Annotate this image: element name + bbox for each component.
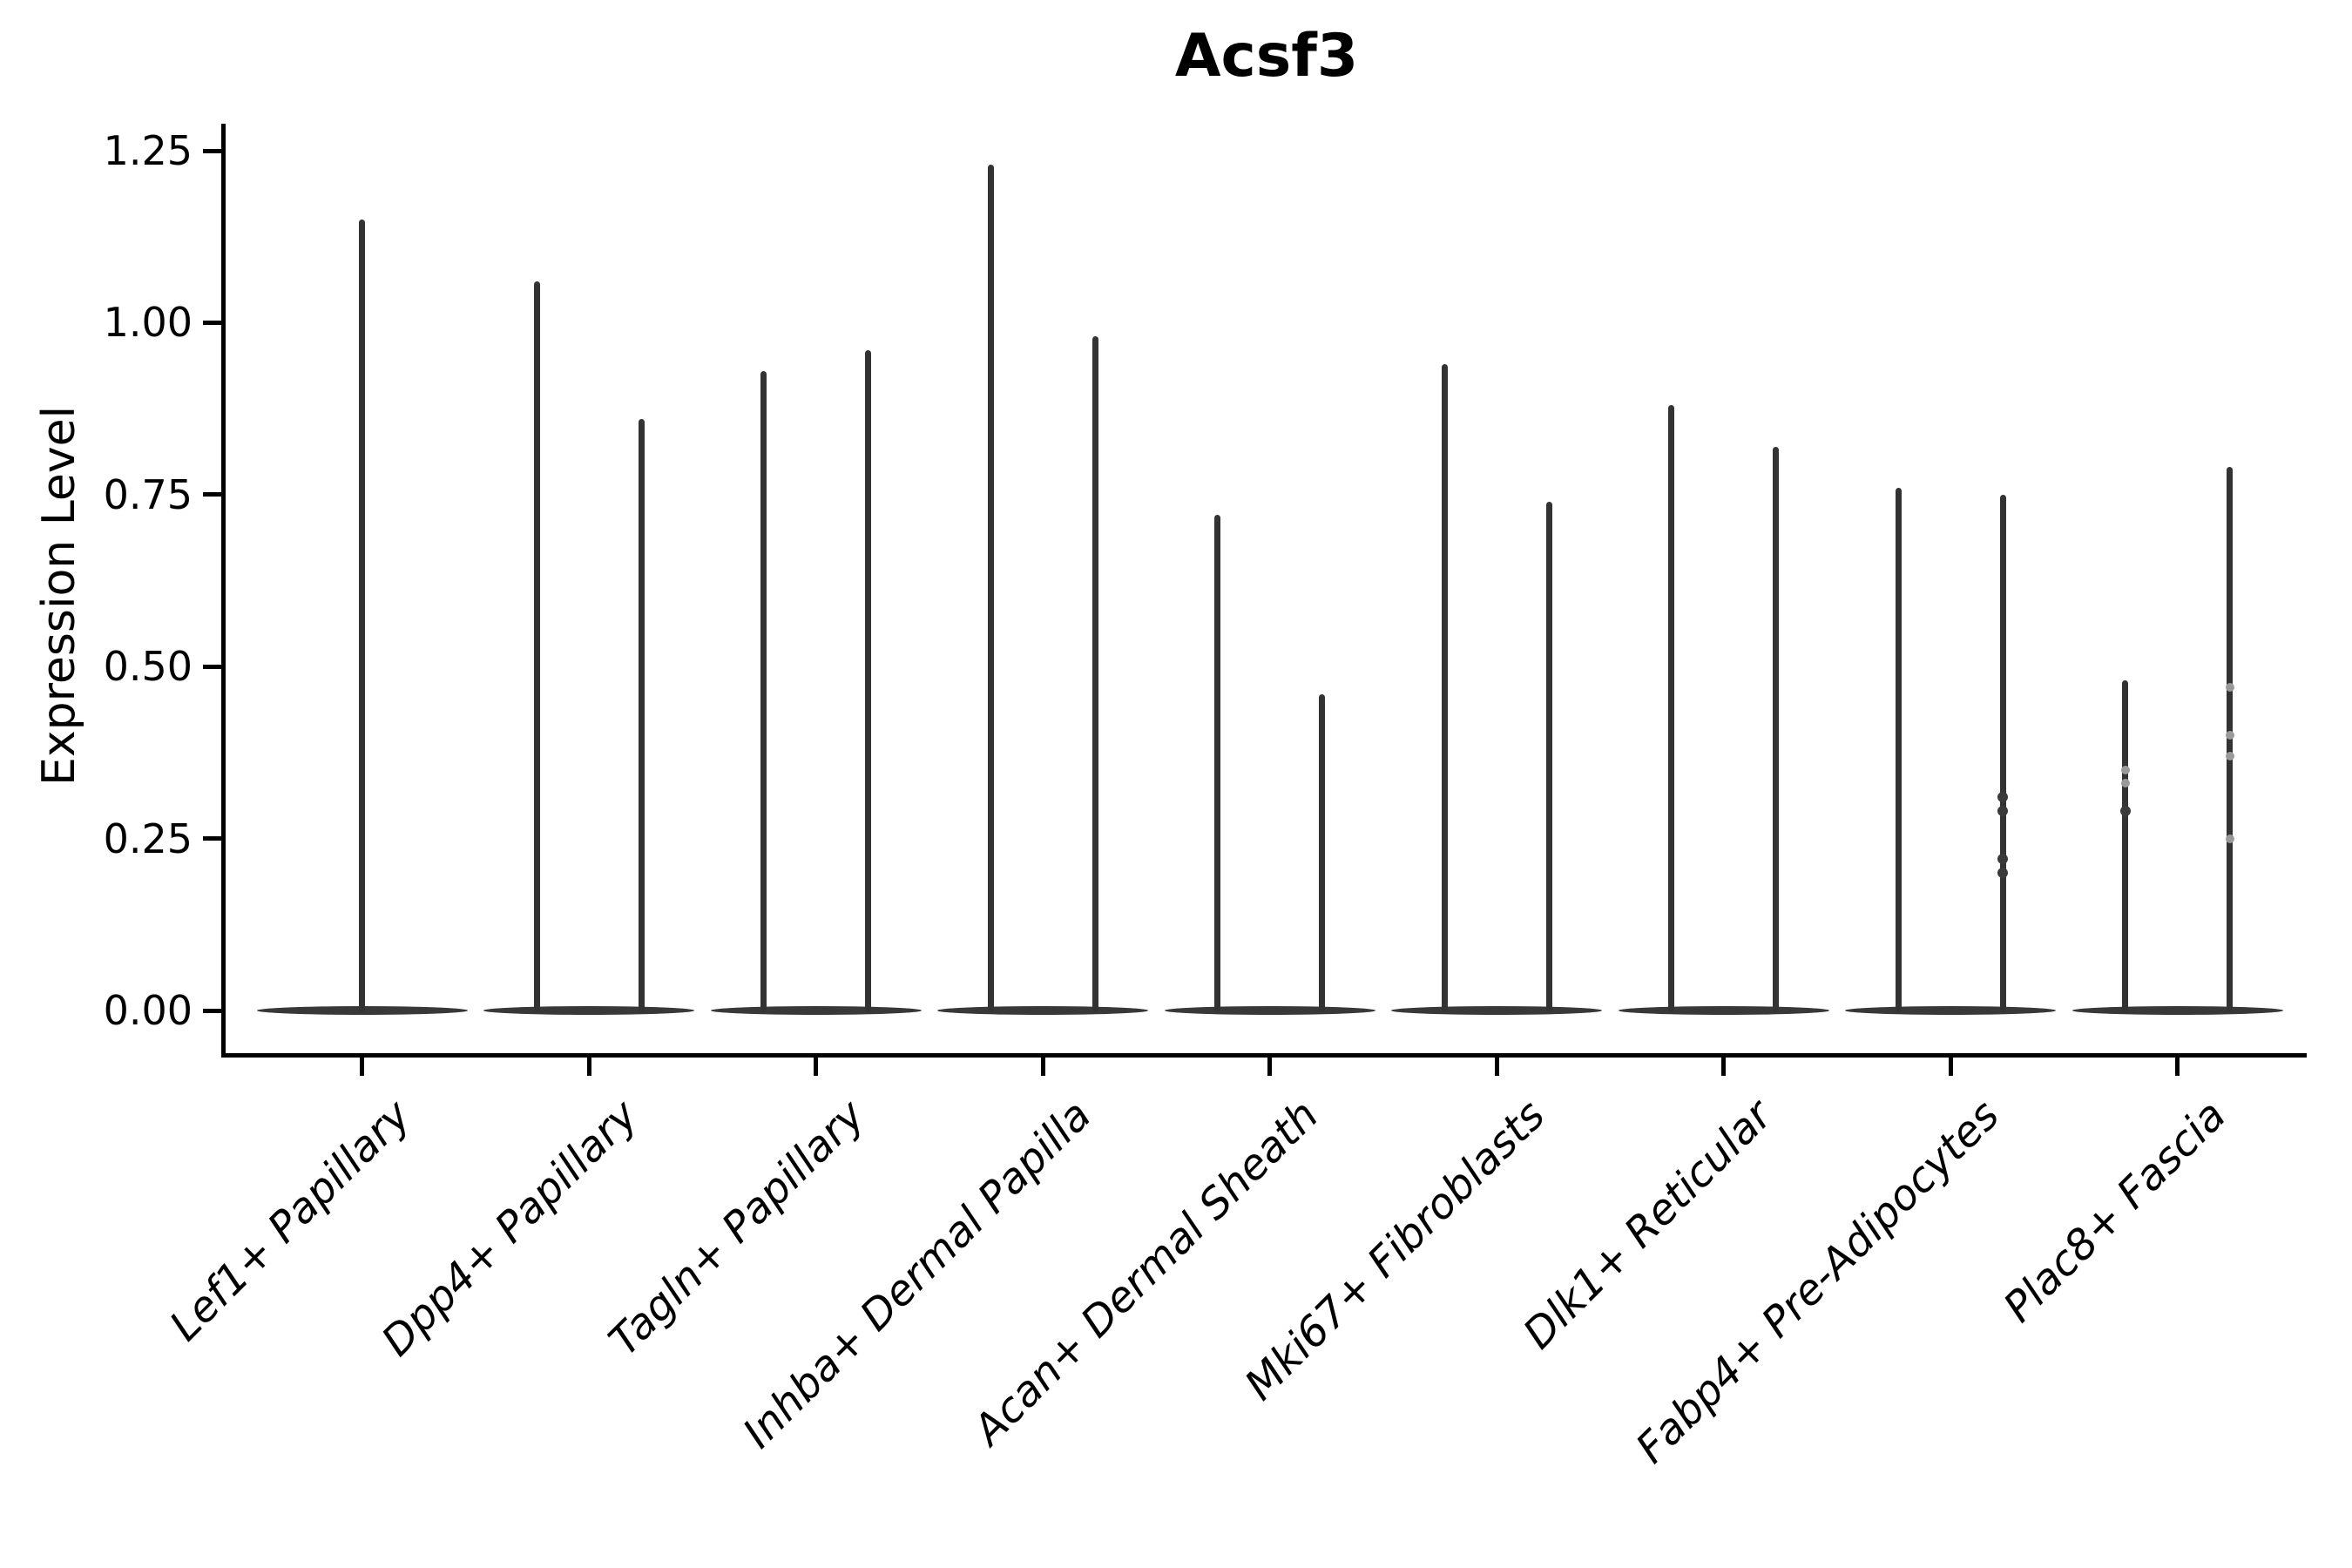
violin-density-knob-faint [2225, 834, 2234, 843]
y-tick-label: 1.25 [103, 127, 193, 174]
violin-density-knob [2119, 806, 2131, 817]
violin-tail [1895, 487, 1902, 1012]
x-tick-mark [1494, 1058, 1499, 1076]
x-tick-mark [360, 1058, 364, 1076]
chart-title: Acsf3 [1174, 22, 1359, 91]
y-tick-label: 0.75 [103, 470, 193, 518]
y-tick-mark [203, 148, 221, 153]
y-tick-label: 0.00 [103, 987, 193, 1034]
violin-density-knob [1997, 806, 2008, 817]
x-axis-spine [221, 1053, 2307, 1058]
x-tick-mark [814, 1058, 818, 1076]
x-tick-mark [2175, 1058, 2180, 1076]
x-tick-label: Dlk1+ Reticular [1514, 1091, 1782, 1359]
x-tick-mark [1721, 1058, 1726, 1076]
violin-tail [2122, 679, 2128, 1012]
violin-density-knob-faint [2120, 765, 2130, 774]
violin-tail [1319, 693, 1325, 1012]
violin-base [483, 1006, 694, 1015]
violin-density-knob [1997, 792, 2008, 803]
y-axis-spine [221, 124, 226, 1058]
violin-tail [1214, 515, 1220, 1012]
violin-tail [638, 418, 645, 1012]
x-tick-label: Plac8+ Fascia [1994, 1091, 2236, 1332]
violin-density-knob-faint [2225, 731, 2234, 740]
y-tick-mark [203, 1008, 221, 1013]
violin-tail [1441, 363, 1448, 1012]
x-tick-label: Dpp4+ Papillary [372, 1091, 647, 1366]
violin-tail [2227, 467, 2233, 1012]
violin-tail [987, 164, 994, 1012]
x-tick-mark [1040, 1058, 1045, 1076]
violin-tail [1773, 446, 1779, 1012]
violin-tail [1545, 501, 1552, 1012]
violin-density-knob [1997, 854, 2008, 865]
violin-base [1391, 1006, 1602, 1015]
x-tick-mark [586, 1058, 591, 1076]
x-tick-label: Lef1+ Papillary [160, 1091, 421, 1351]
x-tick-label: Tagln+ Papillary [599, 1091, 875, 1366]
y-tick-mark [203, 664, 221, 669]
y-tick-label: 0.50 [103, 643, 193, 691]
violin-tail [865, 349, 871, 1012]
violin-tail [760, 370, 767, 1012]
y-tick-mark [203, 836, 221, 841]
x-tick-mark [1267, 1058, 1272, 1076]
violin-base [1845, 1006, 2056, 1015]
violin-tail [1999, 494, 2006, 1012]
violin-tail [1668, 405, 1674, 1012]
violin-density-knob-faint [2225, 751, 2234, 760]
y-axis-label: Expression Level [33, 405, 85, 787]
violin-tail [533, 281, 540, 1012]
violin-tail [1092, 336, 1098, 1012]
violin-density-knob [1997, 868, 2008, 879]
violin-density-knob-faint [2225, 682, 2234, 692]
violin-base [710, 1006, 922, 1015]
violin-tail [359, 219, 365, 1012]
x-tick-mark [1948, 1058, 1953, 1076]
y-tick-label: 0.25 [103, 814, 193, 862]
violin-base [2072, 1006, 2283, 1015]
y-tick-mark [203, 320, 221, 325]
violin-density-knob-faint [2120, 779, 2130, 788]
x-tick-label: Fabp4+ Pre-Adipocytes [1626, 1091, 2009, 1473]
violin-base [1164, 1006, 1375, 1015]
y-tick-mark [203, 492, 221, 497]
y-tick-label: 1.00 [103, 299, 193, 347]
violin-base [937, 1006, 1148, 1015]
violin-base [1618, 1006, 1829, 1015]
